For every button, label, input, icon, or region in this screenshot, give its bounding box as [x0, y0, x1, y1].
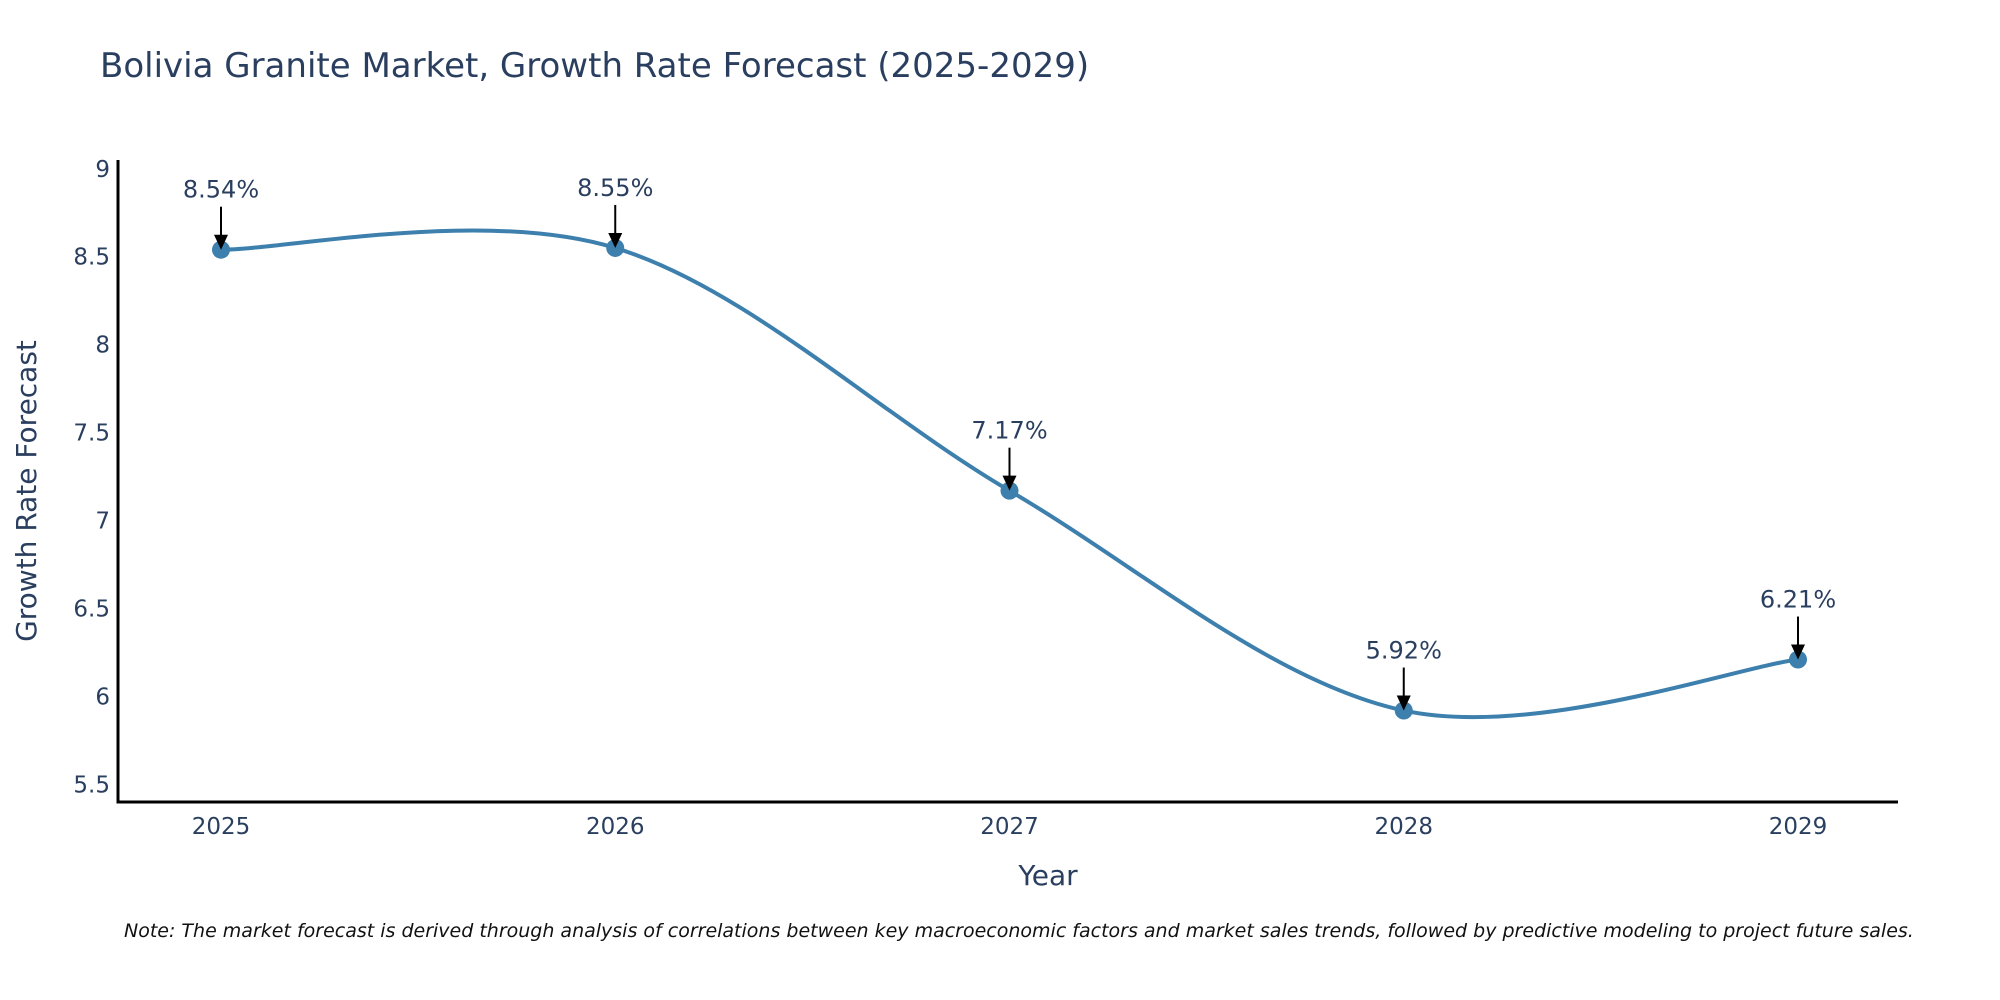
data-label: 5.92% — [1366, 637, 1442, 665]
y-tick-label: 7 — [95, 509, 110, 535]
y-tick-label: 5.5 — [73, 772, 110, 798]
y-tick-label: 6.5 — [73, 597, 110, 623]
x-tick-label: 2027 — [980, 814, 1039, 840]
y-tick-label: 7.5 — [73, 421, 110, 447]
annotation-arrow-head — [214, 234, 228, 250]
chart-title: Bolivia Granite Market, Growth Rate Fore… — [100, 46, 1090, 86]
y-tick-label: 9 — [95, 157, 110, 183]
x-tick-label: 2029 — [1769, 814, 1828, 840]
x-axis-title: Year — [1017, 859, 1078, 892]
x-axis-ticks: 2025 2026 2027 2028 2029 — [192, 814, 1828, 840]
y-axis-title: Growth Rate Forecast — [10, 340, 43, 642]
footnote: Note: The market forecast is derived thr… — [124, 920, 1914, 942]
annotation-arrow-head — [1002, 475, 1017, 491]
y-tick-label: 8.5 — [73, 245, 110, 271]
data-label: 8.54% — [183, 176, 259, 204]
x-tick-label: 2028 — [1374, 814, 1433, 840]
y-tick-label: 6 — [95, 684, 110, 710]
data-label: 6.21% — [1760, 586, 1836, 614]
data-label: 8.55% — [577, 174, 653, 202]
y-tick-label: 8 — [95, 333, 110, 359]
data-label: 7.17% — [971, 417, 1047, 445]
annotation-arrow-head — [608, 232, 623, 248]
y-axis-ticks: 5.5 6 6.5 7 7.5 8 8.5 9 — [73, 157, 110, 799]
x-tick-label: 2025 — [192, 814, 251, 840]
annotation-arrow-head — [1791, 644, 1805, 660]
data-label-annotations: 8.54% 8.55% 7.17% 5.92% 6.21% — [183, 174, 1836, 711]
x-tick-label: 2026 — [586, 814, 645, 840]
annotation-arrow-head — [1396, 695, 1411, 711]
